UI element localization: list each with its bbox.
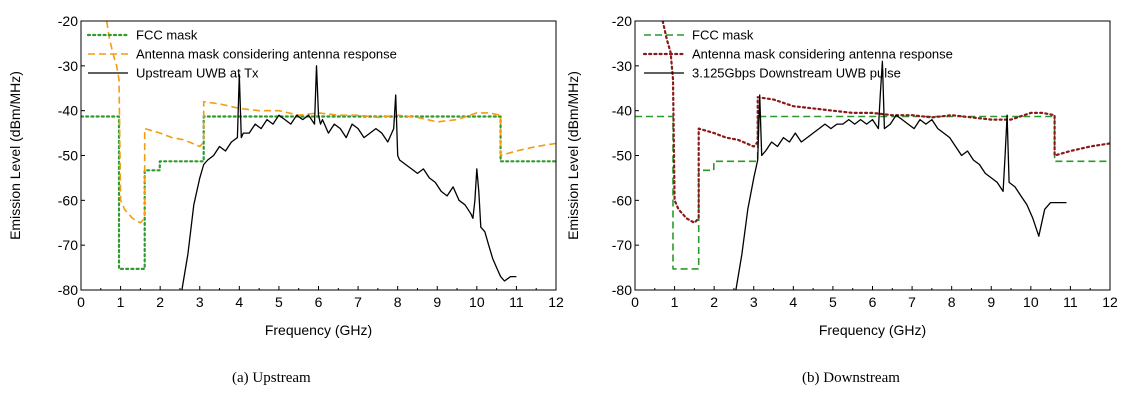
y-tick-label: -20 — [58, 13, 78, 29]
series-group — [81, 21, 556, 290]
x-tick-label: 2 — [710, 294, 718, 310]
x-tick-label: 4 — [789, 294, 797, 310]
series-line-1 — [81, 115, 556, 270]
x-tick-label: 6 — [315, 294, 323, 310]
x-tick-label: 12 — [1102, 294, 1118, 310]
x-tick-label: 3 — [750, 294, 758, 310]
y-tick-label: -50 — [612, 148, 632, 164]
x-tick-label: 0 — [631, 294, 639, 310]
x-tick-label: 9 — [987, 294, 995, 310]
y-tick-label: -80 — [58, 282, 78, 298]
y-tick-label: -50 — [58, 148, 78, 164]
y-axis-label: Emission Level (dBm/MHz) — [565, 71, 581, 240]
x-axis-label: Frequency (GHz) — [819, 322, 926, 338]
legend-label-3: Upstream UWB at Tx — [136, 66, 259, 81]
y-tick-label: -60 — [58, 192, 78, 208]
series-line-2 — [105, 21, 556, 224]
series-line-3 — [735, 60, 1067, 290]
downstream-chart: 0 1 2 3 4 5 6 7 8 9 10 11 12-20-30-40-50-60-70-80Fre… — [565, 13, 1118, 338]
y-tick-label: -20 — [612, 13, 632, 29]
x-tick-label: 1 — [117, 294, 125, 310]
x-tick-label: 7 — [354, 294, 362, 310]
x-tick-label: 11 — [1063, 294, 1078, 310]
legend-label-1: FCC mask — [136, 28, 198, 43]
x-tick-label: 3 — [196, 294, 204, 310]
y-tick-label: -80 — [612, 282, 632, 298]
legend-label-1: FCC mask — [692, 28, 754, 43]
y-tick-label: -70 — [58, 237, 78, 253]
y-tick-label: -40 — [612, 103, 632, 119]
x-tick-label: 5 — [275, 294, 283, 310]
x-tick-label: 11 — [509, 294, 524, 310]
legend-label-2: Antenna mask considering antenna respons… — [136, 47, 397, 62]
legend-label-3: 3.125Gbps Downstream UWB pulse — [692, 66, 901, 81]
x-tick-label: 12 — [548, 294, 564, 310]
x-tick-label: 7 — [908, 294, 916, 310]
y-tick-label: -40 — [58, 103, 78, 119]
x-tick-label: 1 — [671, 294, 679, 310]
y-tick-label: -70 — [612, 237, 632, 253]
x-tick-label: 6 — [869, 294, 877, 310]
x-tick-label: 5 — [829, 294, 837, 310]
x-tick-label: 4 — [235, 294, 243, 310]
x-axis-label: Frequency (GHz) — [265, 322, 372, 338]
x-tick-label: 10 — [469, 294, 485, 310]
series-line-2 — [661, 21, 1110, 224]
y-tick-label: -30 — [612, 58, 632, 74]
upstream-chart: 0 1 2 3 4 5 6 7 8 9 10 11 12-20-30-40-50-60-70-80Fre… — [7, 13, 564, 338]
y-axis-label: Emission Level (dBm/MHz) — [7, 71, 23, 240]
x-tick-label: 0 — [77, 294, 85, 310]
series-group — [635, 21, 1110, 290]
x-tick-label: 10 — [1023, 294, 1039, 310]
x-tick-label: 2 — [156, 294, 164, 310]
y-tick-label: -60 — [612, 192, 632, 208]
x-tick-label: 8 — [394, 294, 402, 310]
x-tick-label: 8 — [948, 294, 956, 310]
y-tick-label: -30 — [58, 58, 78, 74]
x-tick-label: 9 — [433, 294, 441, 310]
caption-upstream: (a) Upstream — [232, 370, 311, 386]
series-line-1 — [635, 115, 1110, 270]
series-line-3 — [181, 65, 517, 290]
legend-label-2: Antenna mask considering antenna respons… — [692, 47, 953, 62]
caption-downstream: (b) Downstream — [802, 370, 900, 386]
